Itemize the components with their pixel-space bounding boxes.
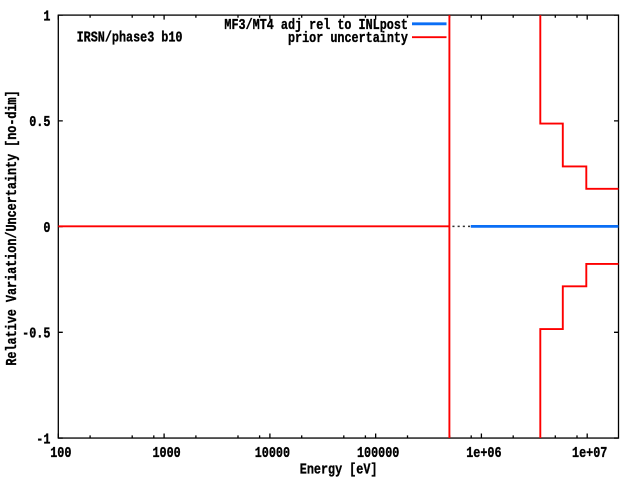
svg-text:1000: 1000 (152, 445, 180, 462)
svg-text:Energy [eV]: Energy [eV] (300, 461, 378, 478)
svg-text:IRSN/phase3 b10: IRSN/phase3 b10 (77, 29, 183, 46)
svg-text:Relative Variation/Uncertainty: Relative Variation/Uncertainty [no-dim] (4, 90, 21, 365)
svg-text:-0.5: -0.5 (22, 326, 50, 343)
svg-text:1e+06: 1e+06 (466, 445, 501, 462)
svg-text:100000: 100000 (357, 445, 399, 462)
svg-text:10000: 10000 (255, 445, 290, 462)
svg-text:0.5: 0.5 (29, 114, 50, 131)
svg-text:1e+07: 1e+07 (572, 445, 607, 462)
svg-text:prior uncertainty: prior uncertainty (288, 30, 408, 47)
svg-text:MF3/MT4 adj rel to INLpost: MF3/MT4 adj rel to INLpost (224, 17, 408, 34)
svg-text:1: 1 (43, 8, 50, 25)
svg-text:100: 100 (50, 445, 71, 462)
svg-text:-1: -1 (36, 431, 50, 448)
svg-text:0: 0 (43, 220, 50, 237)
